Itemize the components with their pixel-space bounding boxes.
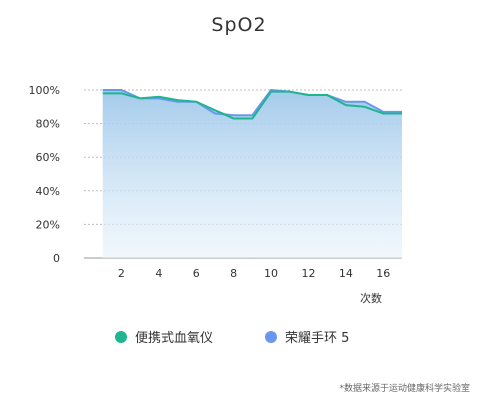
legend-item-honor-band-5: 荣耀手环 5 [265,327,349,346]
y-tick-label: 40% [36,185,60,198]
series-line-0 [102,90,402,120]
series-line-1 [102,89,402,117]
x-tick-label: 2 [118,267,125,280]
x-axis-ticks: 2 4 6 8 10 12 14 16 [118,267,390,280]
y-axis-ticks: 0 20% 40% 60% 80% 100% [29,84,60,265]
y-tick-label: 80% [36,118,60,131]
x-tick-label: 10 [264,267,278,280]
x-tick-label: 8 [230,267,237,280]
x-tick-label: 16 [376,267,390,280]
area-fill [102,90,403,258]
y-tick-label: 20% [36,218,60,231]
y-tick-label: 0 [53,252,60,265]
x-tick-label: 4 [155,267,162,280]
legend-item-portable-oximeter: 便携式血氧仪 [115,327,213,346]
legend-marker-icon [115,330,127,343]
x-tick-label: 14 [339,267,353,280]
y-tick-label: 60% [36,151,60,164]
x-tick-label: 6 [193,267,200,280]
chart-title: SpO2 [211,14,267,36]
y-tick-label: 100% [29,84,60,97]
legend-marker-icon [265,330,277,343]
x-tick-label: 12 [301,267,315,280]
area-fill-path [102,90,403,258]
legend-label: 荣耀手环 5 [285,331,350,346]
series-lines [102,89,402,120]
legend-label: 便携式血氧仪 [135,331,214,346]
footnote: *数据来源于运动健康科学实验室 [339,384,470,394]
x-axis-label: 次数 [360,292,382,305]
